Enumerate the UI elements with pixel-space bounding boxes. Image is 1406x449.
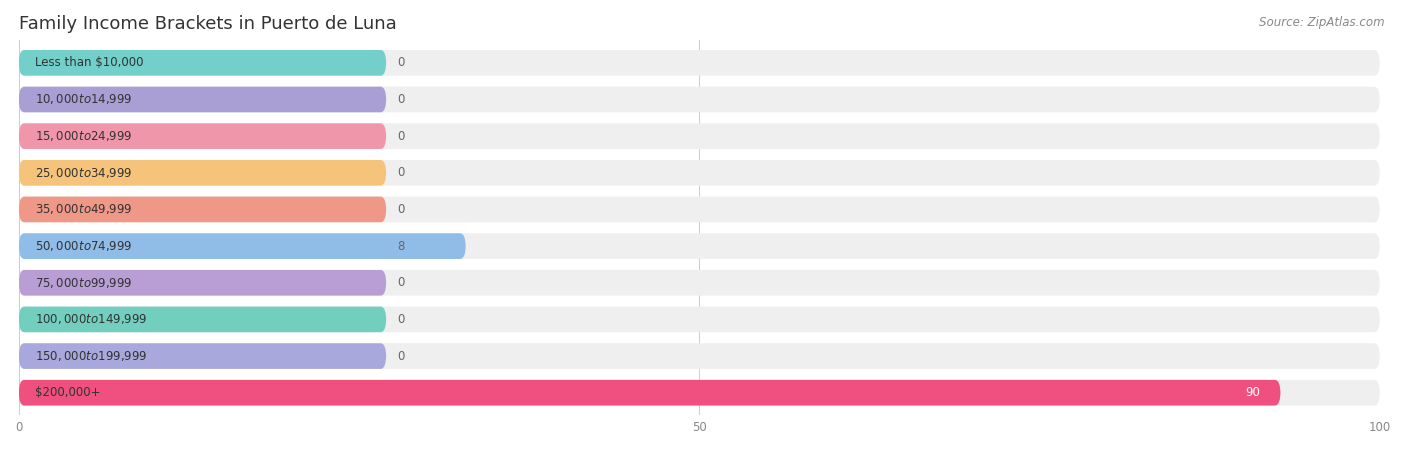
Text: 90: 90 (1246, 386, 1260, 399)
Text: $35,000 to $49,999: $35,000 to $49,999 (35, 202, 132, 216)
FancyBboxPatch shape (18, 343, 387, 369)
Text: $200,000+: $200,000+ (35, 386, 100, 399)
Text: 0: 0 (396, 350, 405, 362)
FancyBboxPatch shape (18, 87, 387, 112)
Text: $10,000 to $14,999: $10,000 to $14,999 (35, 92, 132, 106)
Text: Source: ZipAtlas.com: Source: ZipAtlas.com (1260, 16, 1385, 29)
Text: Less than $10,000: Less than $10,000 (35, 56, 143, 69)
FancyBboxPatch shape (18, 307, 1379, 332)
FancyBboxPatch shape (18, 380, 1379, 405)
Text: 0: 0 (396, 276, 405, 289)
Text: $15,000 to $24,999: $15,000 to $24,999 (35, 129, 132, 143)
FancyBboxPatch shape (18, 307, 387, 332)
FancyBboxPatch shape (18, 197, 1379, 222)
Text: 8: 8 (396, 240, 405, 253)
FancyBboxPatch shape (18, 87, 1379, 112)
Text: 0: 0 (396, 313, 405, 326)
Text: $75,000 to $99,999: $75,000 to $99,999 (35, 276, 132, 290)
Text: 0: 0 (396, 56, 405, 69)
Text: 0: 0 (396, 166, 405, 179)
Text: $150,000 to $199,999: $150,000 to $199,999 (35, 349, 148, 363)
Text: Family Income Brackets in Puerto de Luna: Family Income Brackets in Puerto de Luna (18, 15, 396, 33)
FancyBboxPatch shape (18, 343, 1379, 369)
FancyBboxPatch shape (18, 123, 387, 149)
FancyBboxPatch shape (18, 380, 1281, 405)
Text: 0: 0 (396, 130, 405, 143)
FancyBboxPatch shape (18, 197, 387, 222)
Text: $50,000 to $74,999: $50,000 to $74,999 (35, 239, 132, 253)
FancyBboxPatch shape (18, 270, 1379, 295)
Text: $100,000 to $149,999: $100,000 to $149,999 (35, 313, 148, 326)
FancyBboxPatch shape (18, 123, 1379, 149)
FancyBboxPatch shape (18, 270, 387, 295)
Text: 0: 0 (396, 203, 405, 216)
FancyBboxPatch shape (18, 50, 387, 76)
FancyBboxPatch shape (18, 50, 1379, 76)
Text: 0: 0 (396, 93, 405, 106)
FancyBboxPatch shape (18, 160, 1379, 185)
FancyBboxPatch shape (18, 233, 1379, 259)
FancyBboxPatch shape (18, 233, 465, 259)
FancyBboxPatch shape (18, 160, 387, 185)
Text: $25,000 to $34,999: $25,000 to $34,999 (35, 166, 132, 180)
